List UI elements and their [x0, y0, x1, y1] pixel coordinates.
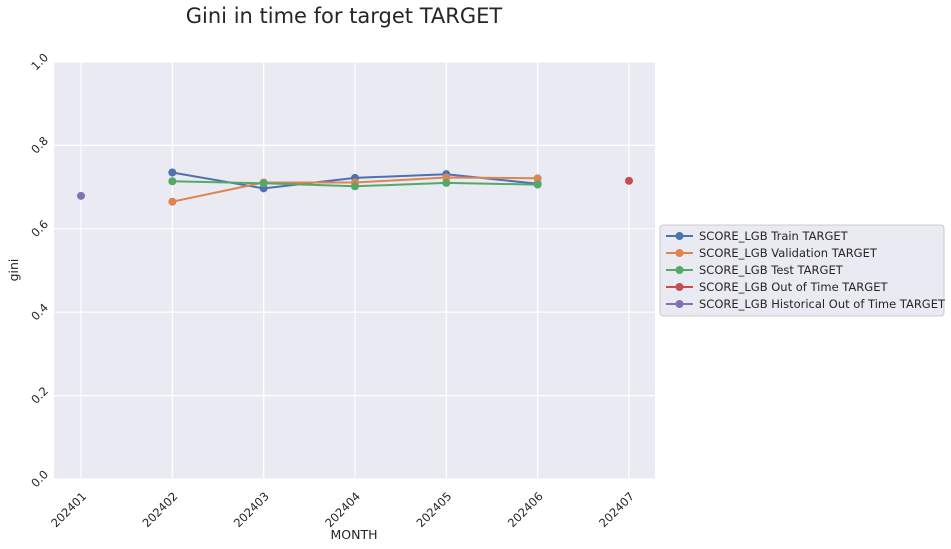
chart-title: Gini in time for target TARGET: [186, 4, 503, 28]
legend-label: SCORE_LGB Out of Time TARGET: [699, 280, 888, 294]
x-tick-label: 202402: [140, 489, 181, 530]
data-point: [350, 182, 359, 191]
legend-label: SCORE_LGB Validation TARGET: [699, 246, 878, 260]
data-point: [168, 168, 177, 177]
legend-label: SCORE_LGB Test TARGET: [699, 263, 844, 277]
legend-item-2: SCORE_LGB Test TARGET: [666, 263, 844, 277]
legend-swatch-marker: [675, 232, 684, 240]
legend-swatch-marker: [675, 249, 684, 257]
y-tick-label: 0.0: [28, 467, 51, 490]
data-point: [168, 177, 177, 186]
legend-frame: [659, 224, 945, 317]
data-point: [77, 191, 85, 200]
legend-item-3: SCORE_LGB Out of Time TARGET: [666, 280, 888, 294]
y-tick-label: 0.4: [28, 300, 51, 323]
data-point: [168, 197, 177, 206]
legend-item-1: SCORE_LGB Validation TARGET: [666, 246, 878, 260]
data-point: [533, 174, 542, 183]
legend-swatch-marker: [675, 283, 684, 291]
x-tick-label: 202405: [413, 489, 454, 530]
y-tick-label: 0.8: [28, 134, 51, 157]
series-3: [624, 176, 633, 185]
legend-label: SCORE_LGB Train TARGET: [699, 229, 849, 243]
data-point: [533, 180, 542, 189]
x-tick-label: 202407: [596, 489, 637, 530]
legend-swatch-marker: [675, 266, 684, 274]
grid: [54, 61, 655, 480]
x-tick-label: 202404: [322, 489, 363, 530]
y-ticks: 0.0 0.2 0.4 0.6 0.8 1.0: [28, 50, 51, 490]
y-tick-label: 1.0: [28, 50, 51, 73]
x-tick-label: 202406: [505, 489, 546, 530]
data-point: [259, 179, 268, 188]
x-tick-label: 202403: [231, 489, 272, 530]
legend: SCORE_LGB Train TARGET SCORE_LGB Validati…: [659, 224, 946, 317]
y-tick-label: 0.2: [28, 384, 51, 407]
x-ticks: 202401 202402 202403 202404 202405 202406 2024…: [48, 489, 637, 530]
legend-item-4: SCORE_LGB Historical Out of Time TARGET: [666, 297, 946, 311]
series-4: [77, 191, 85, 200]
x-tick-label: 202401: [48, 489, 89, 530]
data-point: [442, 178, 451, 187]
data-point: [624, 176, 633, 185]
x-axis-label: MONTH: [330, 527, 377, 542]
y-tick-label: 0.6: [28, 217, 51, 240]
legend-swatch-marker: [675, 300, 684, 308]
legend-label: SCORE_LGB Historical Out of Time TARGET: [699, 297, 946, 311]
series-layer: [77, 168, 633, 206]
y-axis-label: gini: [6, 259, 21, 282]
legend-item-0: SCORE_LGB Train TARGET: [666, 229, 849, 243]
series-2: [168, 177, 542, 191]
